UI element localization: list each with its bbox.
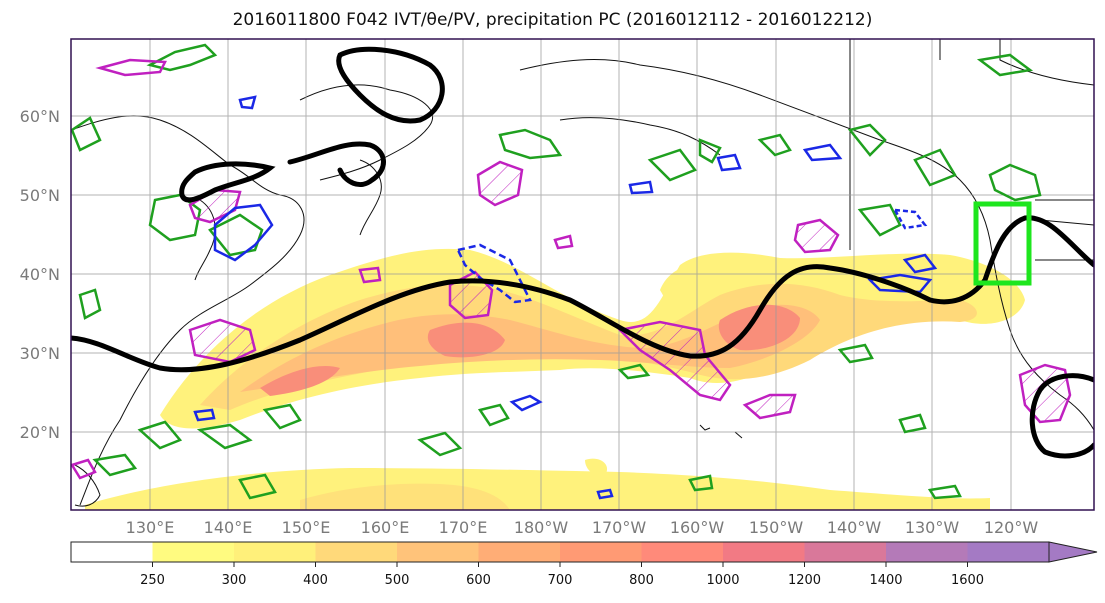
colorbar-segment [71, 542, 153, 562]
highlight-box [973, 201, 1032, 286]
map-panel [71, 39, 1094, 510]
colorbar-segment [641, 542, 724, 562]
map-title: 2016011800 F042 IVT/θe/PV, precipitation… [232, 10, 873, 30]
longitude-labels: 130°E 140°E 150°E 160°E 170°E 180°W 170°… [126, 518, 1039, 537]
lon-label-170e: 170°E [439, 518, 488, 537]
colorbar-segment [478, 542, 561, 562]
colorbar-extend-arrow [1048, 541, 1098, 563]
colorbar-tick-label: 1400 [869, 573, 902, 588]
theta-e-contours [71, 46, 1094, 459]
coastlines [71, 39, 1094, 507]
lon-label-160w: 160°W [670, 518, 725, 537]
colorbar-segment [723, 542, 805, 562]
lon-label-180w: 180°W [514, 518, 569, 537]
colorbar-segment [560, 542, 642, 562]
colorbar-tick-label: 500 [385, 573, 410, 588]
colorbar-segment [967, 542, 1050, 562]
colorbar-segment [886, 542, 968, 562]
colorbar-segment [397, 542, 479, 562]
lat-label-40n: 40°N [20, 265, 60, 284]
latitude-labels: 60°N 50°N 40°N 30°N 20°N [20, 107, 60, 442]
lat-label-60n: 60°N [20, 107, 60, 126]
colorbar-tick-label: 800 [629, 573, 654, 588]
colorbar-tick-label: 1600 [951, 573, 984, 588]
lat-label-30n: 30°N [20, 344, 60, 363]
blue-contours [193, 95, 938, 500]
colorbar-tick-label: 250 [140, 573, 165, 588]
colorbar-segment [234, 542, 316, 562]
lon-label-130w: 130°W [905, 518, 960, 537]
colorbar-segment [315, 542, 398, 562]
pv-magenta-contours [71, 58, 1072, 480]
lon-label-130e: 130°E [126, 518, 175, 537]
lon-label-170w: 170°W [592, 518, 647, 537]
lon-label-120w: 120°W [984, 518, 1039, 537]
lon-label-140e: 140°E [204, 518, 253, 537]
lat-label-20n: 20°N [20, 423, 60, 442]
map-frame [70, 38, 1095, 511]
colorbar-tick-label: 1200 [788, 573, 821, 588]
lon-label-160e: 160°E [361, 518, 410, 537]
colorbar-segment [804, 542, 887, 562]
colorbar-tick-label: 600 [466, 573, 491, 588]
colorbar-tick-label: 400 [303, 573, 328, 588]
colorbar-segment [152, 542, 235, 562]
lon-label-140w: 140°W [827, 518, 882, 537]
lat-label-50n: 50°N [20, 186, 60, 205]
colorbar-tick-label: 1000 [706, 573, 739, 588]
lon-label-150w: 150°W [749, 518, 804, 537]
lon-label-150e: 150°E [282, 518, 331, 537]
colorbar-tick-label: 300 [222, 573, 247, 588]
colorbar: 250 300 400 500 600 700 800 1000 1200 1400 1600 [70, 541, 1098, 588]
colorbar-tick-label: 700 [548, 573, 573, 588]
